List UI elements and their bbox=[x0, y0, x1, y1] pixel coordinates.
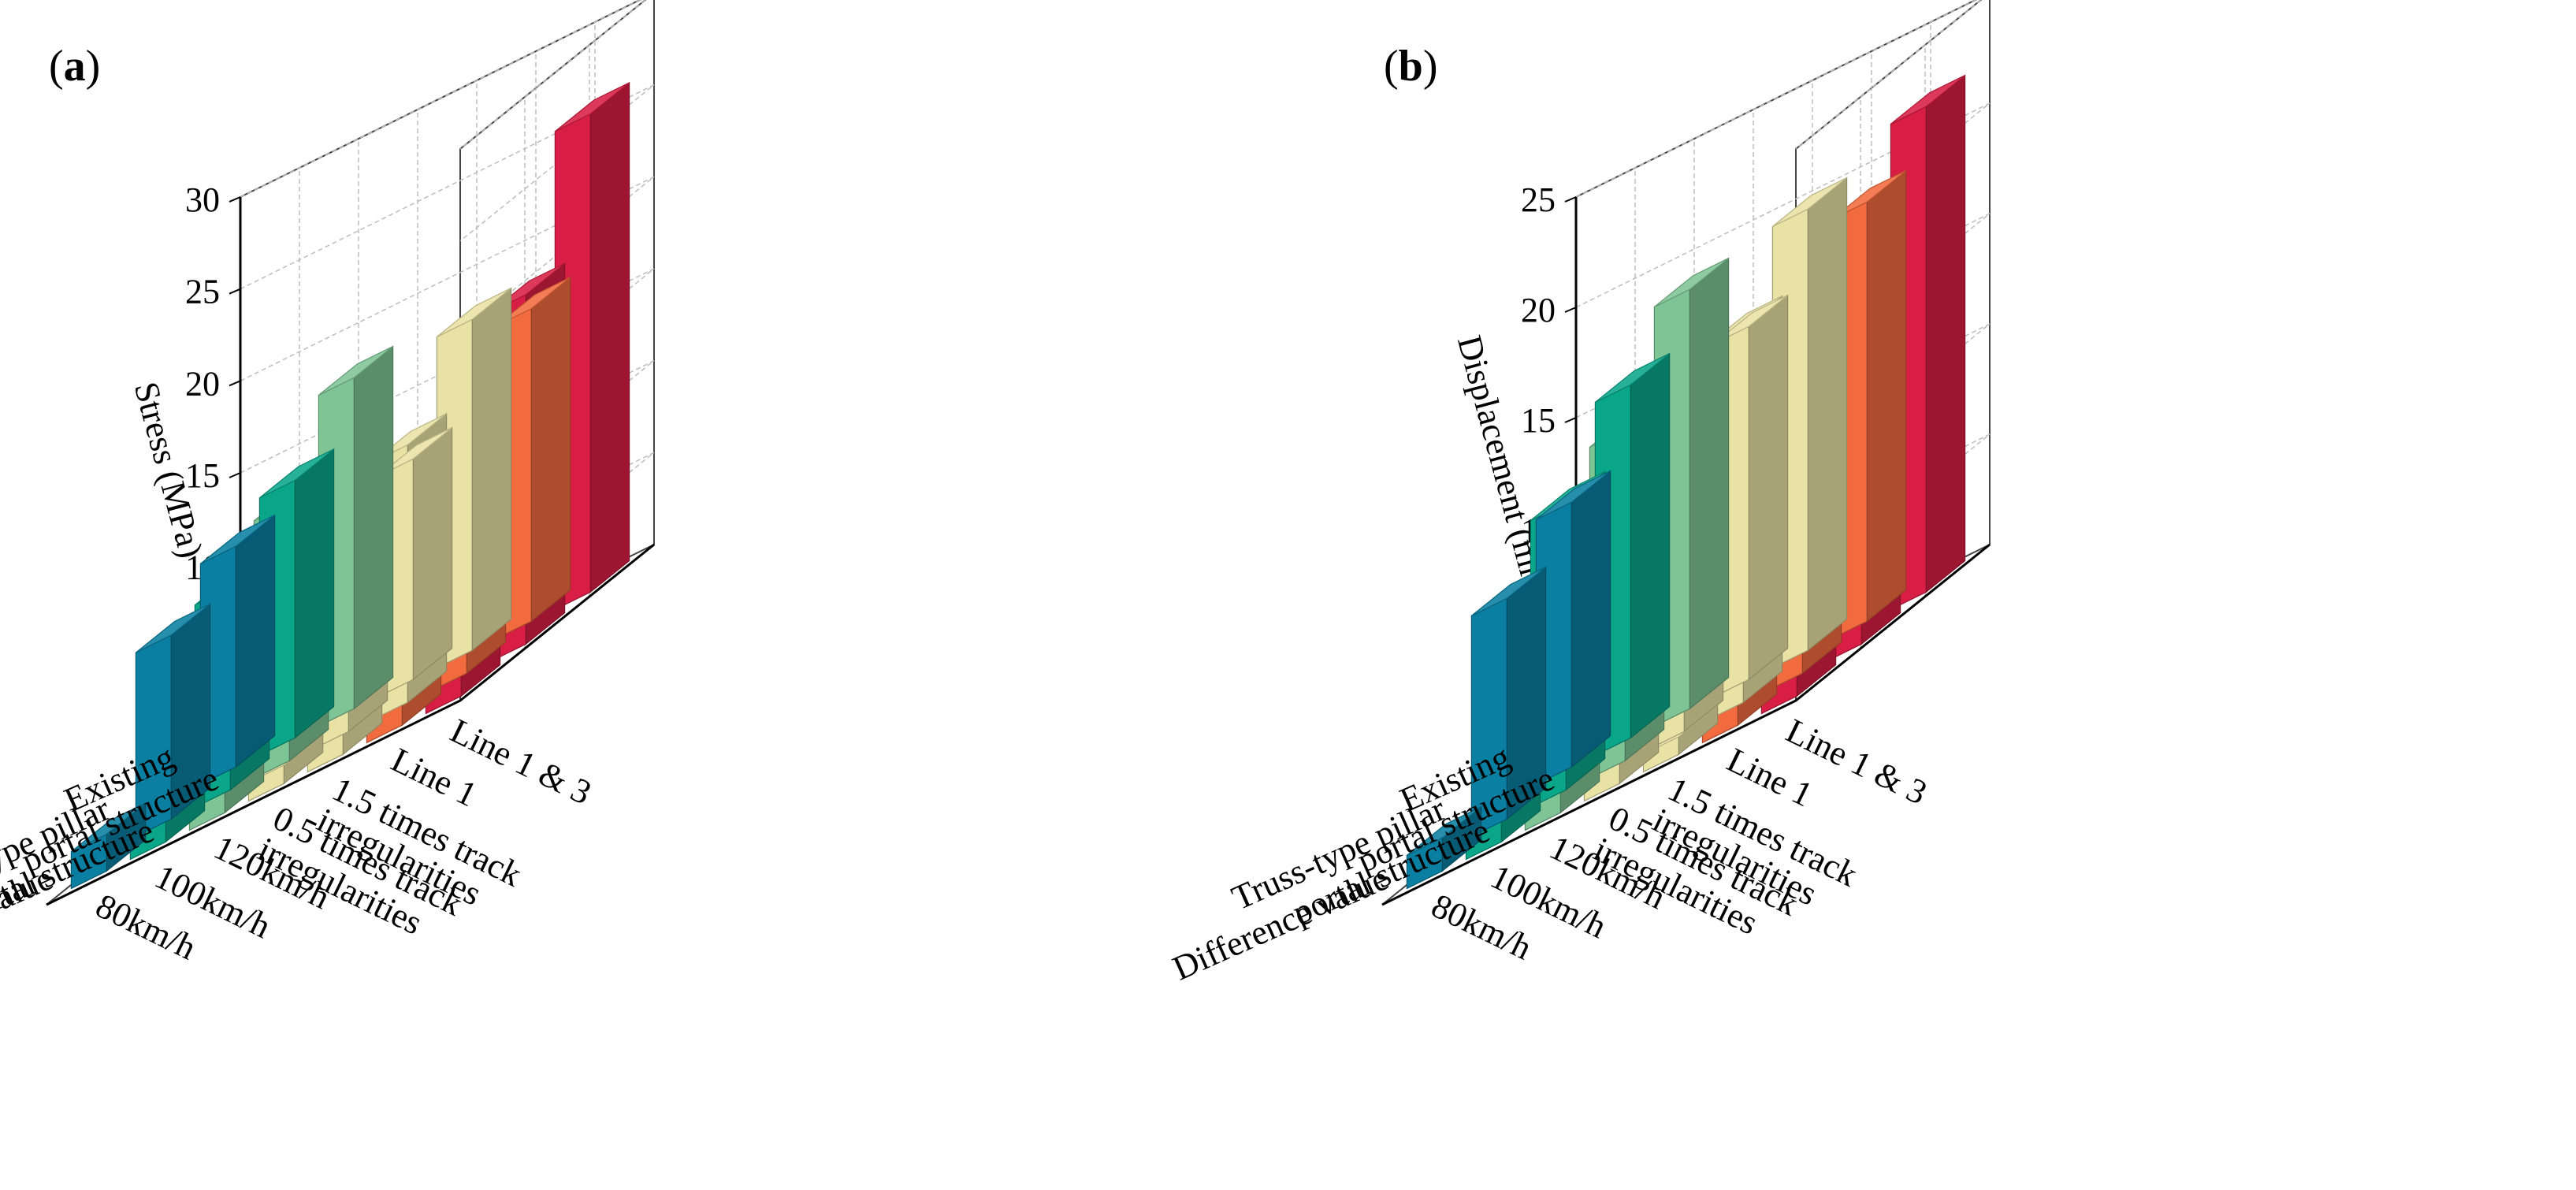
y-gridline bbox=[240, 176, 655, 381]
y-tick-mark bbox=[229, 196, 241, 203]
panel-letter-open: ( bbox=[1384, 42, 1399, 91]
y-tick-label: 25 bbox=[1521, 180, 1556, 219]
y-tick-mark bbox=[1564, 307, 1577, 313]
bar-top-face bbox=[1595, 353, 1670, 403]
y-gridline bbox=[1575, 0, 1983, 198]
panel-letter: (b) bbox=[1384, 42, 1437, 91]
y-tick-mark bbox=[229, 288, 241, 295]
floor-front-axes bbox=[1381, 543, 1991, 906]
bar-side-face bbox=[294, 448, 335, 739]
bar-side-face bbox=[530, 276, 571, 623]
y-tick-mark bbox=[1564, 417, 1577, 423]
panel-letter-open: ( bbox=[49, 42, 64, 91]
y-tick-label: 25 bbox=[185, 273, 220, 311]
bar-a-1-0 bbox=[135, 603, 211, 838]
bar-top-face bbox=[318, 346, 393, 396]
panel-letter-text: b bbox=[1399, 42, 1423, 91]
y-tick-mark bbox=[1564, 196, 1577, 203]
bar-side-face bbox=[471, 287, 512, 652]
y-tick-label: 20 bbox=[185, 364, 220, 403]
bar-b-0-6 bbox=[1890, 74, 1966, 611]
bar-top-face bbox=[1831, 170, 1906, 220]
y-tick-mark bbox=[229, 472, 241, 478]
y-tick-label: 15 bbox=[1521, 401, 1556, 440]
panel-b-displacement-chart: 0510152025Displacement (mm)Existingporta… bbox=[1167, 0, 1991, 988]
y-tick-label: 30 bbox=[185, 180, 220, 219]
bars bbox=[70, 81, 630, 890]
panel-a-stress-chart: 051015202530Stress (MPa)Existingportal s… bbox=[0, 0, 655, 988]
bar-top-face bbox=[259, 448, 334, 499]
bar-top-face bbox=[1654, 258, 1729, 307]
bar-top-face bbox=[200, 515, 275, 564]
bar-side-face bbox=[589, 81, 630, 593]
bar-side-face bbox=[1630, 352, 1671, 739]
bar-b-0-0 bbox=[1535, 470, 1611, 786]
bar-top-face bbox=[555, 82, 630, 132]
bar-top-face bbox=[437, 288, 511, 337]
bar-side-face bbox=[353, 345, 394, 710]
bar-top-face bbox=[71, 802, 146, 853]
y-tick-mark bbox=[229, 380, 241, 387]
bar-top-face bbox=[1713, 295, 1788, 344]
bar-top-face bbox=[496, 277, 571, 327]
bar-top-face bbox=[136, 603, 210, 653]
bar-top-face bbox=[377, 427, 452, 477]
bar-top-face bbox=[1536, 470, 1611, 520]
bar-side-face bbox=[1571, 470, 1611, 768]
bar-top-face bbox=[1471, 567, 1546, 616]
y-gridline bbox=[240, 0, 647, 198]
bar-side-face bbox=[412, 426, 453, 681]
bar-side-face bbox=[1866, 169, 1907, 623]
bar-side-face bbox=[1689, 257, 1730, 710]
bar-b-2-0 bbox=[1406, 805, 1482, 890]
y-tick-label: 20 bbox=[1521, 291, 1556, 329]
y-tick-label: 15 bbox=[185, 456, 220, 495]
bar-side-face bbox=[235, 514, 276, 768]
row-label-line: Difference value bbox=[0, 858, 58, 987]
panel-letter-close: ) bbox=[1423, 42, 1438, 91]
bars bbox=[1406, 74, 1966, 890]
bar-top-face bbox=[1772, 177, 1847, 227]
bar-a-2-0 bbox=[70, 801, 147, 890]
panel-letter-close: ) bbox=[86, 42, 101, 91]
bar-side-face bbox=[1748, 294, 1789, 681]
bar-top-face bbox=[1407, 806, 1481, 856]
panel-letter-text: a bbox=[64, 42, 86, 91]
bar-side-face bbox=[1807, 177, 1848, 652]
row-label: Difference value bbox=[0, 858, 58, 987]
bar-a-0-0 bbox=[199, 514, 276, 786]
bar-b-1-0 bbox=[1470, 566, 1547, 838]
bar-side-face bbox=[1925, 74, 1966, 593]
bar-top-face bbox=[1890, 75, 1965, 125]
bar-b-0-5 bbox=[1831, 169, 1907, 640]
floor-front-axes bbox=[46, 543, 655, 906]
panel-letter: (a) bbox=[49, 42, 100, 91]
